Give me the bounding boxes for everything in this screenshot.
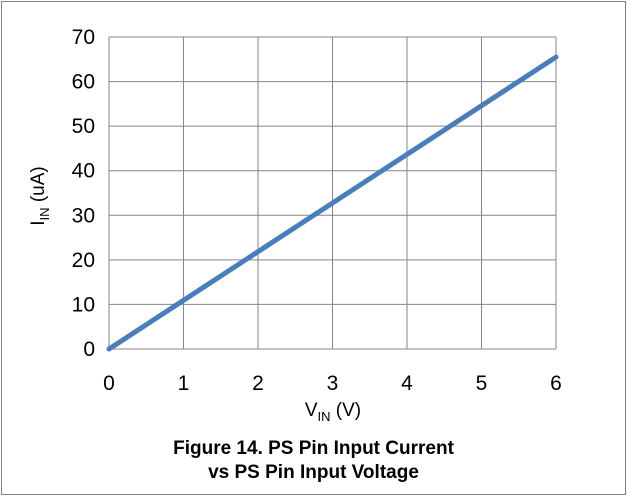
x-tick-label: 0: [103, 372, 115, 395]
x-tick-label: 1: [178, 372, 190, 395]
x-tick-label: 2: [252, 372, 264, 395]
x-tick-label: 4: [401, 372, 413, 395]
x-tick-label: 3: [327, 372, 339, 395]
x-axis-ticks: 0 1 2 3 4 5 6: [103, 372, 562, 395]
y-axis-ticks: 0 10 20 30 40 50 60 70: [72, 26, 95, 361]
y-tick-label: 10: [72, 293, 95, 316]
y-tick-label: 30: [72, 204, 95, 227]
y-tick-label: 0: [83, 338, 95, 361]
series-layer: [106, 54, 559, 352]
y-tick-label: 40: [72, 160, 95, 183]
grid: [108, 36, 557, 350]
caption-line-2: vs PS Pin Input Voltage: [208, 462, 419, 483]
y-tick-label: 50: [72, 115, 95, 138]
caption-line-1: Figure 14. PS Pin Input Current: [173, 438, 454, 459]
y-axis-title: IIN (uA): [28, 166, 52, 225]
y-tick-label: 20: [72, 249, 95, 272]
x-axis-title: VIN (V): [305, 400, 361, 424]
x-tick-label: 5: [476, 372, 488, 395]
series-line: [106, 54, 559, 352]
figure-caption: Figure 14. PS Pin Input Current vs PS Pi…: [0, 437, 627, 485]
x-tick-label: 6: [550, 372, 562, 395]
y-tick-label: 70: [72, 26, 95, 49]
y-tick-label: 60: [72, 71, 95, 94]
